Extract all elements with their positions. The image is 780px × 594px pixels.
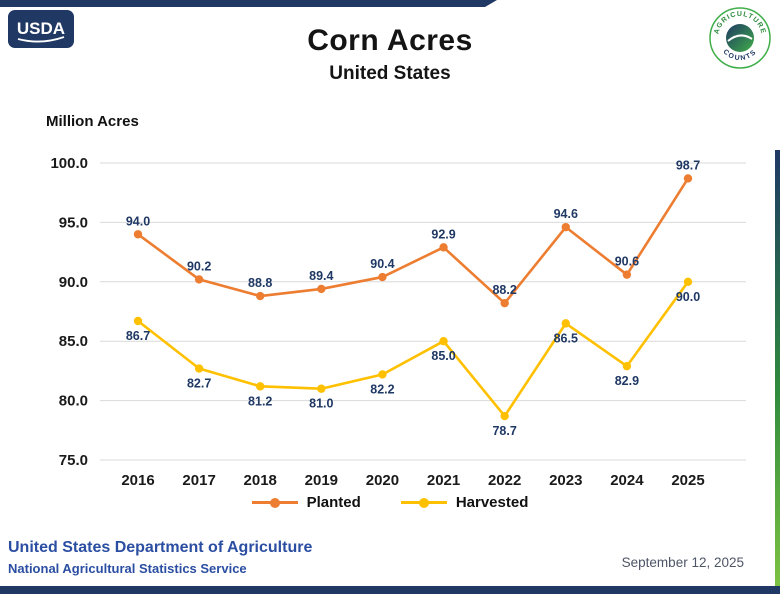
- planted-legend-marker: [251, 497, 298, 508]
- svg-text:2020: 2020: [366, 472, 399, 489]
- svg-text:90.4: 90.4: [370, 257, 394, 271]
- report-date: September 12, 2025: [621, 555, 744, 570]
- svg-text:94.6: 94.6: [554, 207, 578, 221]
- legend-item: Harvested: [400, 494, 529, 511]
- svg-text:85.0: 85.0: [431, 349, 455, 363]
- svg-text:90.2: 90.2: [187, 259, 211, 273]
- svg-text:90.0: 90.0: [676, 290, 700, 304]
- svg-text:81.0: 81.0: [309, 397, 333, 411]
- legend-item: Planted: [251, 494, 361, 511]
- agriculture-counts-logo: AGRICULTURE COUNTS: [709, 7, 771, 69]
- svg-text:75.0: 75.0: [59, 452, 88, 469]
- svg-text:90.6: 90.6: [615, 255, 639, 269]
- right-accent-stripe: [775, 150, 780, 586]
- svg-text:82.2: 82.2: [370, 382, 394, 396]
- planted-legend-dot: [269, 497, 280, 508]
- usda-logo: USDA: [8, 10, 74, 48]
- aglogo-swoosh: [727, 34, 753, 42]
- svg-text:2017: 2017: [182, 472, 215, 489]
- svg-text:88.2: 88.2: [492, 283, 516, 297]
- svg-text:82.7: 82.7: [187, 377, 211, 391]
- svg-text:80.0: 80.0: [59, 393, 88, 410]
- chart-legend: Planted Harvested: [0, 494, 780, 511]
- page-subtitle: United States: [329, 63, 451, 84]
- svg-text:81.2: 81.2: [248, 394, 272, 408]
- svg-text:98.7: 98.7: [676, 158, 700, 172]
- corn-acres-line-chart: 100.0 95.0 90.0 85.0 80.0 75.0 2016 2017 2018 201…: [50, 155, 746, 489]
- svg-text:90.0: 90.0: [59, 274, 88, 291]
- svg-text:85.0: 85.0: [59, 333, 88, 350]
- usda-logo-text: USDA: [17, 19, 65, 38]
- svg-text:95.0: 95.0: [59, 214, 88, 231]
- legend-label-planted: Planted: [306, 494, 361, 511]
- aglogo-center-field: [726, 24, 754, 52]
- footer-department: United States Department of Agriculture: [8, 539, 313, 556]
- svg-text:2021: 2021: [427, 472, 460, 489]
- svg-text:2018: 2018: [244, 472, 277, 489]
- bottom-accent-bar: [0, 586, 780, 594]
- svg-text:86.7: 86.7: [126, 329, 150, 343]
- svg-text:92.9: 92.9: [431, 227, 455, 241]
- svg-text:89.4: 89.4: [309, 269, 333, 283]
- svg-text:88.8: 88.8: [248, 276, 272, 290]
- harvested-legend-dot: [418, 497, 429, 508]
- svg-text:78.7: 78.7: [492, 424, 516, 438]
- top-accent-bar: [0, 0, 497, 7]
- svg-text:82.9: 82.9: [615, 374, 639, 388]
- page-title: Corn Acres: [307, 24, 473, 57]
- svg-text:2019: 2019: [305, 472, 338, 489]
- svg-text:94.0: 94.0: [126, 214, 150, 228]
- svg-text:2022: 2022: [488, 472, 521, 489]
- usda-logo-swoosh: [17, 36, 65, 43]
- footer-agency: National Agricultural Statistics Service: [8, 561, 247, 576]
- harvested-legend-marker: [400, 497, 447, 508]
- svg-text:2016: 2016: [121, 472, 154, 489]
- svg-text:2024: 2024: [610, 472, 644, 489]
- svg-text:2025: 2025: [671, 472, 704, 489]
- chart-area: 100.0 95.0 90.0 85.0 80.0 75.0 2016 2017 2018 201…: [30, 138, 760, 490]
- legend-label-harvested: Harvested: [455, 494, 529, 511]
- svg-text:2023: 2023: [549, 472, 582, 489]
- svg-text:100.0: 100.0: [50, 155, 88, 172]
- y-axis-title: Million Acres: [46, 113, 139, 130]
- svg-text:86.5: 86.5: [554, 331, 578, 345]
